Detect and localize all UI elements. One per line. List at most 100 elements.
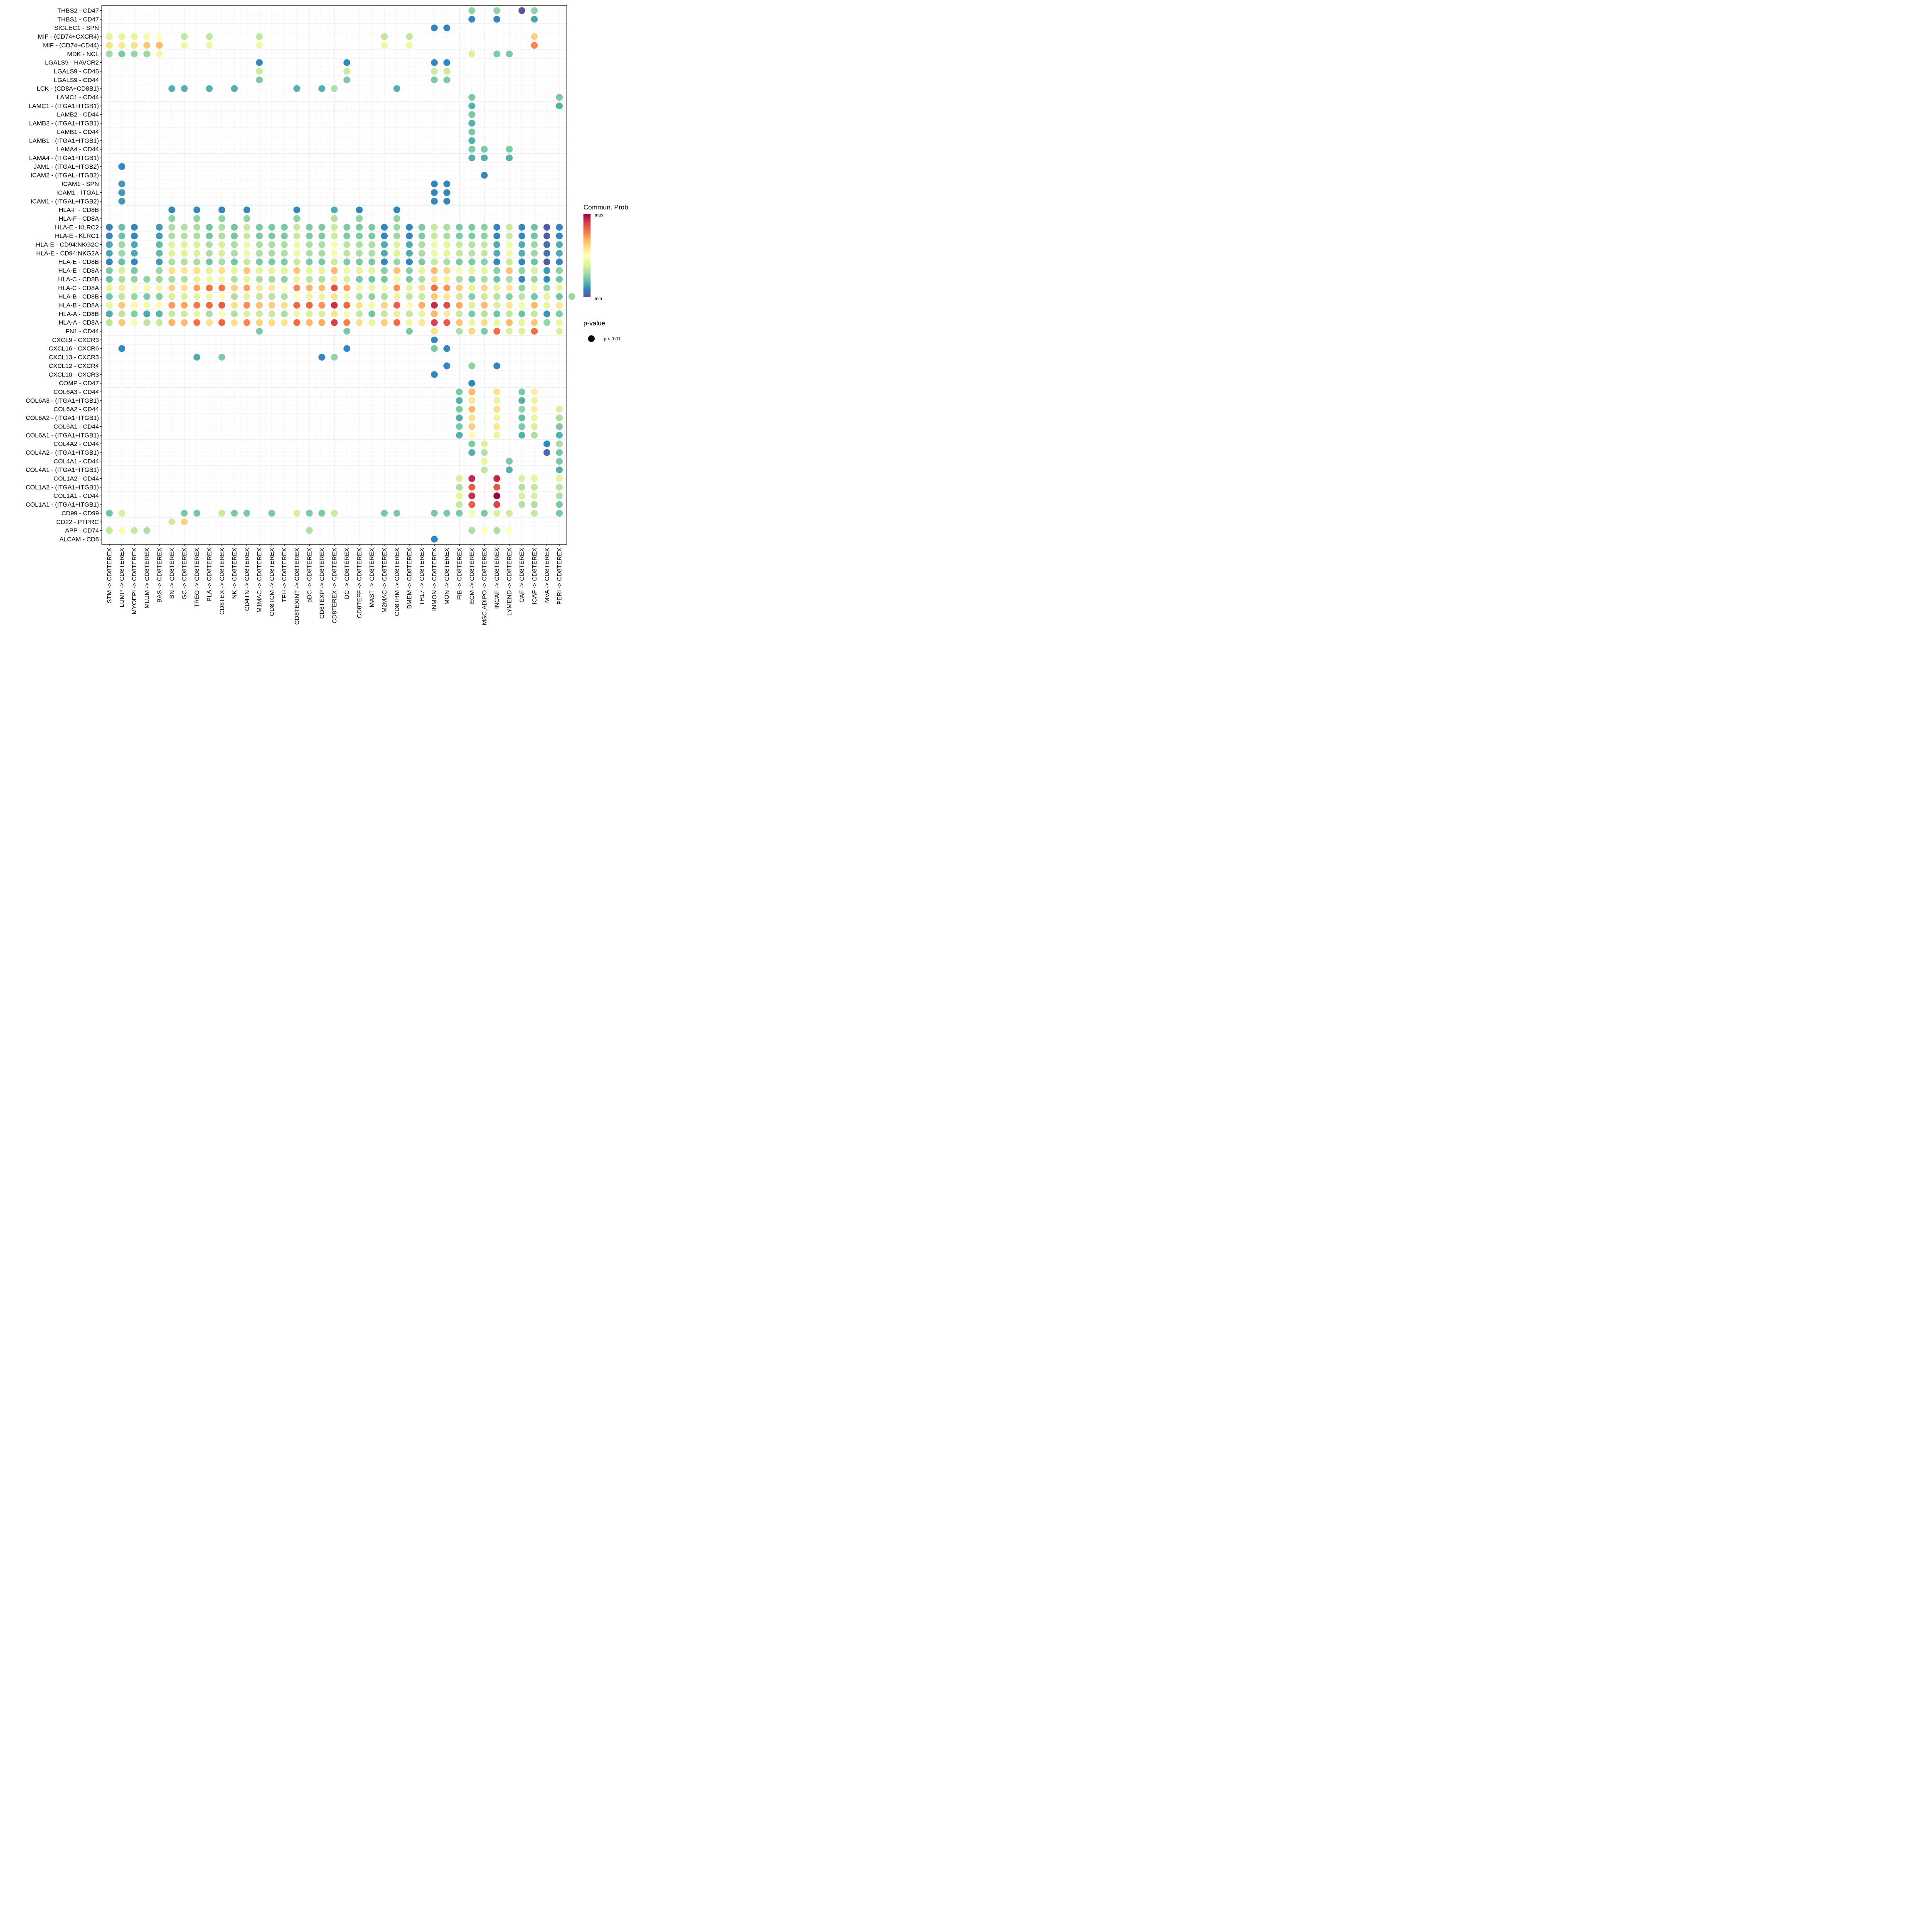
dot-mark [556, 267, 563, 274]
dot-mark [243, 267, 251, 274]
dot-mark [493, 16, 500, 23]
dot-mark [293, 276, 300, 283]
dot-mark [131, 310, 138, 317]
dot-mark [431, 371, 438, 378]
dot-mark [106, 302, 113, 309]
dot-mark [468, 501, 475, 508]
dot-mark [118, 284, 126, 291]
dot-mark [193, 319, 200, 326]
dot-mark [556, 250, 563, 257]
dot-mark [543, 440, 551, 448]
dot-mark [556, 423, 563, 430]
dot-mark [168, 215, 175, 222]
dot-mark [318, 354, 325, 361]
x-axis: STM -> CD8TEREX LUMP -> CD8TEREX MYOEPI ->… [106, 544, 563, 625]
dot-mark [381, 33, 388, 40]
x-tick-label: CAF -> CD8TEREX [519, 548, 526, 603]
dot-mark [368, 276, 375, 283]
dot-mark [456, 319, 463, 326]
dot-mark [168, 276, 175, 283]
dot-mark [506, 509, 513, 517]
x-tick-label: TFH -> CD8TEREX [281, 548, 288, 602]
x-tick-label: FIB -> CD8TEREX [456, 548, 463, 600]
dot-mark [281, 276, 288, 283]
dot-mark [418, 302, 426, 309]
dot-mark [181, 224, 188, 231]
dot-mark [406, 241, 413, 248]
dot-mark [206, 319, 213, 326]
dot-mark [531, 241, 538, 248]
dot-mark [556, 302, 563, 309]
y-tick-label: COL4A2 - CD44 [54, 441, 99, 448]
dot-mark [493, 362, 500, 369]
dot-mark [493, 397, 500, 404]
dot-mark [318, 258, 325, 266]
dot-mark [331, 258, 338, 266]
dot-mark [481, 466, 488, 473]
dot-mark [106, 310, 113, 317]
dot-mark [543, 250, 551, 257]
dot-mark [418, 284, 426, 291]
dot-mark [331, 284, 338, 291]
dot-mark [143, 50, 150, 57]
y-tick-label: HLA-B - CD8B [58, 293, 99, 300]
dot-mark [356, 215, 363, 222]
dot-mark [293, 241, 300, 248]
dot-mark [193, 293, 200, 300]
dot-mark [431, 76, 438, 84]
y-tick-label: LAMA4 - CD44 [57, 146, 99, 153]
dot-mark [431, 310, 438, 317]
dot-mark [431, 509, 438, 517]
dot-mark [493, 509, 500, 517]
dot-mark [456, 267, 463, 274]
dot-mark [106, 509, 113, 517]
dot-mark [393, 284, 401, 291]
x-tick-label: INMON -> CD8TEREX [431, 548, 438, 611]
dot-mark [331, 310, 338, 317]
dot-mark [531, 484, 538, 491]
dot-mark [406, 258, 413, 266]
dot-mark [493, 501, 500, 508]
dot-mark [468, 111, 475, 118]
dot-mark [343, 302, 350, 309]
dot-mark [268, 224, 276, 231]
dot-mark [368, 319, 375, 326]
dot-mark [443, 224, 450, 231]
dot-mark [381, 310, 388, 317]
dot-mark [218, 206, 225, 214]
dot-mark [106, 224, 113, 231]
dot-mark [468, 509, 475, 517]
dot-mark [168, 284, 175, 291]
dot-mark [518, 232, 525, 239]
dot-mark [531, 250, 538, 257]
dot-mark [343, 224, 350, 231]
dot-mark [468, 527, 475, 534]
dot-mark [431, 59, 438, 66]
dot-mark [481, 293, 488, 300]
dot-mark [531, 258, 538, 266]
y-tick-label: MIF - (CD74+CD44) [43, 42, 99, 49]
dot-mark [468, 276, 475, 283]
dot-mark [556, 276, 563, 283]
x-tick-label: CD8TEXINT -> CD8TEREX [293, 548, 300, 625]
y-tick-label: CXCL9 - CXCR3 [52, 337, 99, 344]
y-tick-label: LAMC1 - CD44 [57, 94, 99, 101]
dot-mark [381, 250, 388, 257]
dot-mark [506, 267, 513, 274]
x-tick-label: CD8TEREX -> CD8TEREX [331, 548, 338, 623]
dot-mark [393, 302, 401, 309]
dot-mark [256, 241, 263, 248]
dot-mark [493, 423, 500, 430]
dot-mark [306, 509, 313, 517]
dot-mark [231, 302, 238, 309]
dot-mark [331, 293, 338, 300]
y-tick-label: HLA-F - CD8B [59, 207, 99, 214]
dot-mark [506, 310, 513, 317]
dot-mark [131, 50, 138, 57]
dot-mark [368, 267, 375, 274]
dot-mark [181, 85, 188, 92]
dot-mark [456, 327, 463, 335]
dot-mark [168, 250, 175, 257]
dot-mark [156, 50, 163, 57]
dot-mark [193, 250, 200, 257]
